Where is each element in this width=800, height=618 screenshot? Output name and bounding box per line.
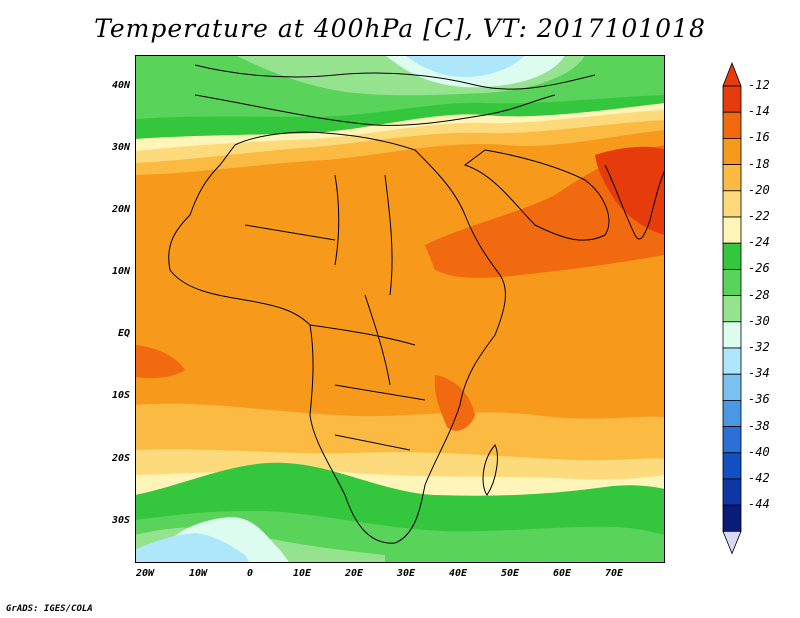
arabia-coast — [463, 149, 610, 241]
inland-border-7 — [334, 434, 411, 451]
lat-label: 10S — [111, 390, 130, 401]
colorbar-segment — [722, 452, 742, 480]
map-title: Temperature at 400hPa [C], VT: 201710101… — [94, 14, 706, 43]
colorbar — [722, 62, 742, 555]
patch-minus14-mozambique — [434, 375, 475, 431]
band-south-blue — [135, 533, 250, 563]
colorbar-label: -26 — [748, 261, 770, 276]
inland-border-6 — [364, 294, 391, 386]
lon-label: 0 — [246, 568, 254, 579]
colorbar-segment — [722, 347, 742, 375]
colorbar-label: -44 — [748, 497, 770, 512]
colorbar-label: -18 — [748, 156, 770, 171]
colorbar-segment — [722, 268, 742, 296]
colorbar-label: -36 — [748, 392, 770, 407]
colorbar-label: -16 — [748, 130, 770, 145]
colorbar-label: -34 — [748, 366, 770, 381]
temperature-map — [135, 55, 665, 563]
colorbar-segment — [722, 85, 742, 113]
lon-label: 40E — [448, 568, 468, 579]
madagascar — [482, 444, 498, 496]
lon-label: 30E — [396, 568, 416, 579]
colorbar-segment — [722, 242, 742, 270]
colorbar-segment — [722, 295, 742, 323]
inland-border-5 — [334, 384, 426, 401]
lon-label: 20E — [344, 568, 364, 579]
credit-text: GrADS: IGES/COLA — [6, 604, 93, 614]
colorbar-label: -22 — [748, 209, 770, 223]
lon-label: 20W — [135, 568, 155, 579]
india-coast — [604, 164, 665, 240]
lat-label: 40N — [111, 80, 130, 91]
lat-label: 20S — [111, 453, 130, 464]
inland-border-2 — [334, 174, 340, 266]
map-frame — [135, 55, 665, 563]
colorbar-segment — [722, 138, 742, 166]
colorbar-label: -28 — [748, 287, 770, 302]
colorbar-label: -30 — [748, 313, 770, 328]
lat-label: 20N — [111, 204, 130, 215]
colorbar-top-cap — [722, 62, 742, 87]
colorbar-segment — [722, 164, 742, 192]
lat-label: 10N — [111, 266, 130, 277]
colorbar-segment — [722, 111, 742, 139]
colorbar-segment — [722, 399, 742, 427]
africa-coastline — [168, 131, 506, 544]
lat-label: EQ — [117, 328, 130, 339]
colorbar-label: -24 — [748, 235, 770, 250]
lat-label: 30S — [111, 515, 130, 526]
patch-minus12-india — [595, 146, 665, 235]
colorbar-label: -14 — [748, 104, 770, 119]
colorbar-label: -38 — [748, 418, 770, 433]
colorbar-segment — [722, 216, 742, 244]
lon-label: 10W — [188, 568, 208, 579]
patch-minus14-west — [135, 345, 185, 379]
inland-border-3 — [384, 174, 393, 296]
lon-label: 70E — [604, 568, 624, 579]
lon-label: 50E — [500, 568, 520, 579]
colorbar-label: -40 — [748, 444, 770, 459]
colorbar-label: -42 — [748, 471, 770, 485]
colorbar-label: -20 — [748, 182, 770, 197]
colorbar-bottom-cap — [722, 530, 742, 555]
colorbar-segment — [722, 373, 742, 401]
inland-border-1 — [244, 224, 336, 241]
colorbar-label: -32 — [748, 340, 770, 354]
colorbar-segment — [722, 504, 742, 532]
lat-label: 30N — [111, 142, 130, 153]
colorbar-segment — [722, 478, 742, 506]
colorbar-label: -12 — [748, 78, 770, 92]
inland-border-4 — [309, 324, 416, 346]
mediterranean-coast — [194, 94, 556, 126]
lon-label: 10E — [292, 568, 312, 579]
europe-coast — [194, 64, 596, 90]
lon-label: 60E — [552, 568, 572, 579]
colorbar-segment — [722, 321, 742, 349]
colorbar-segment — [722, 190, 742, 218]
band-north-blue — [405, 55, 525, 77]
colorbar-segment — [722, 426, 742, 454]
